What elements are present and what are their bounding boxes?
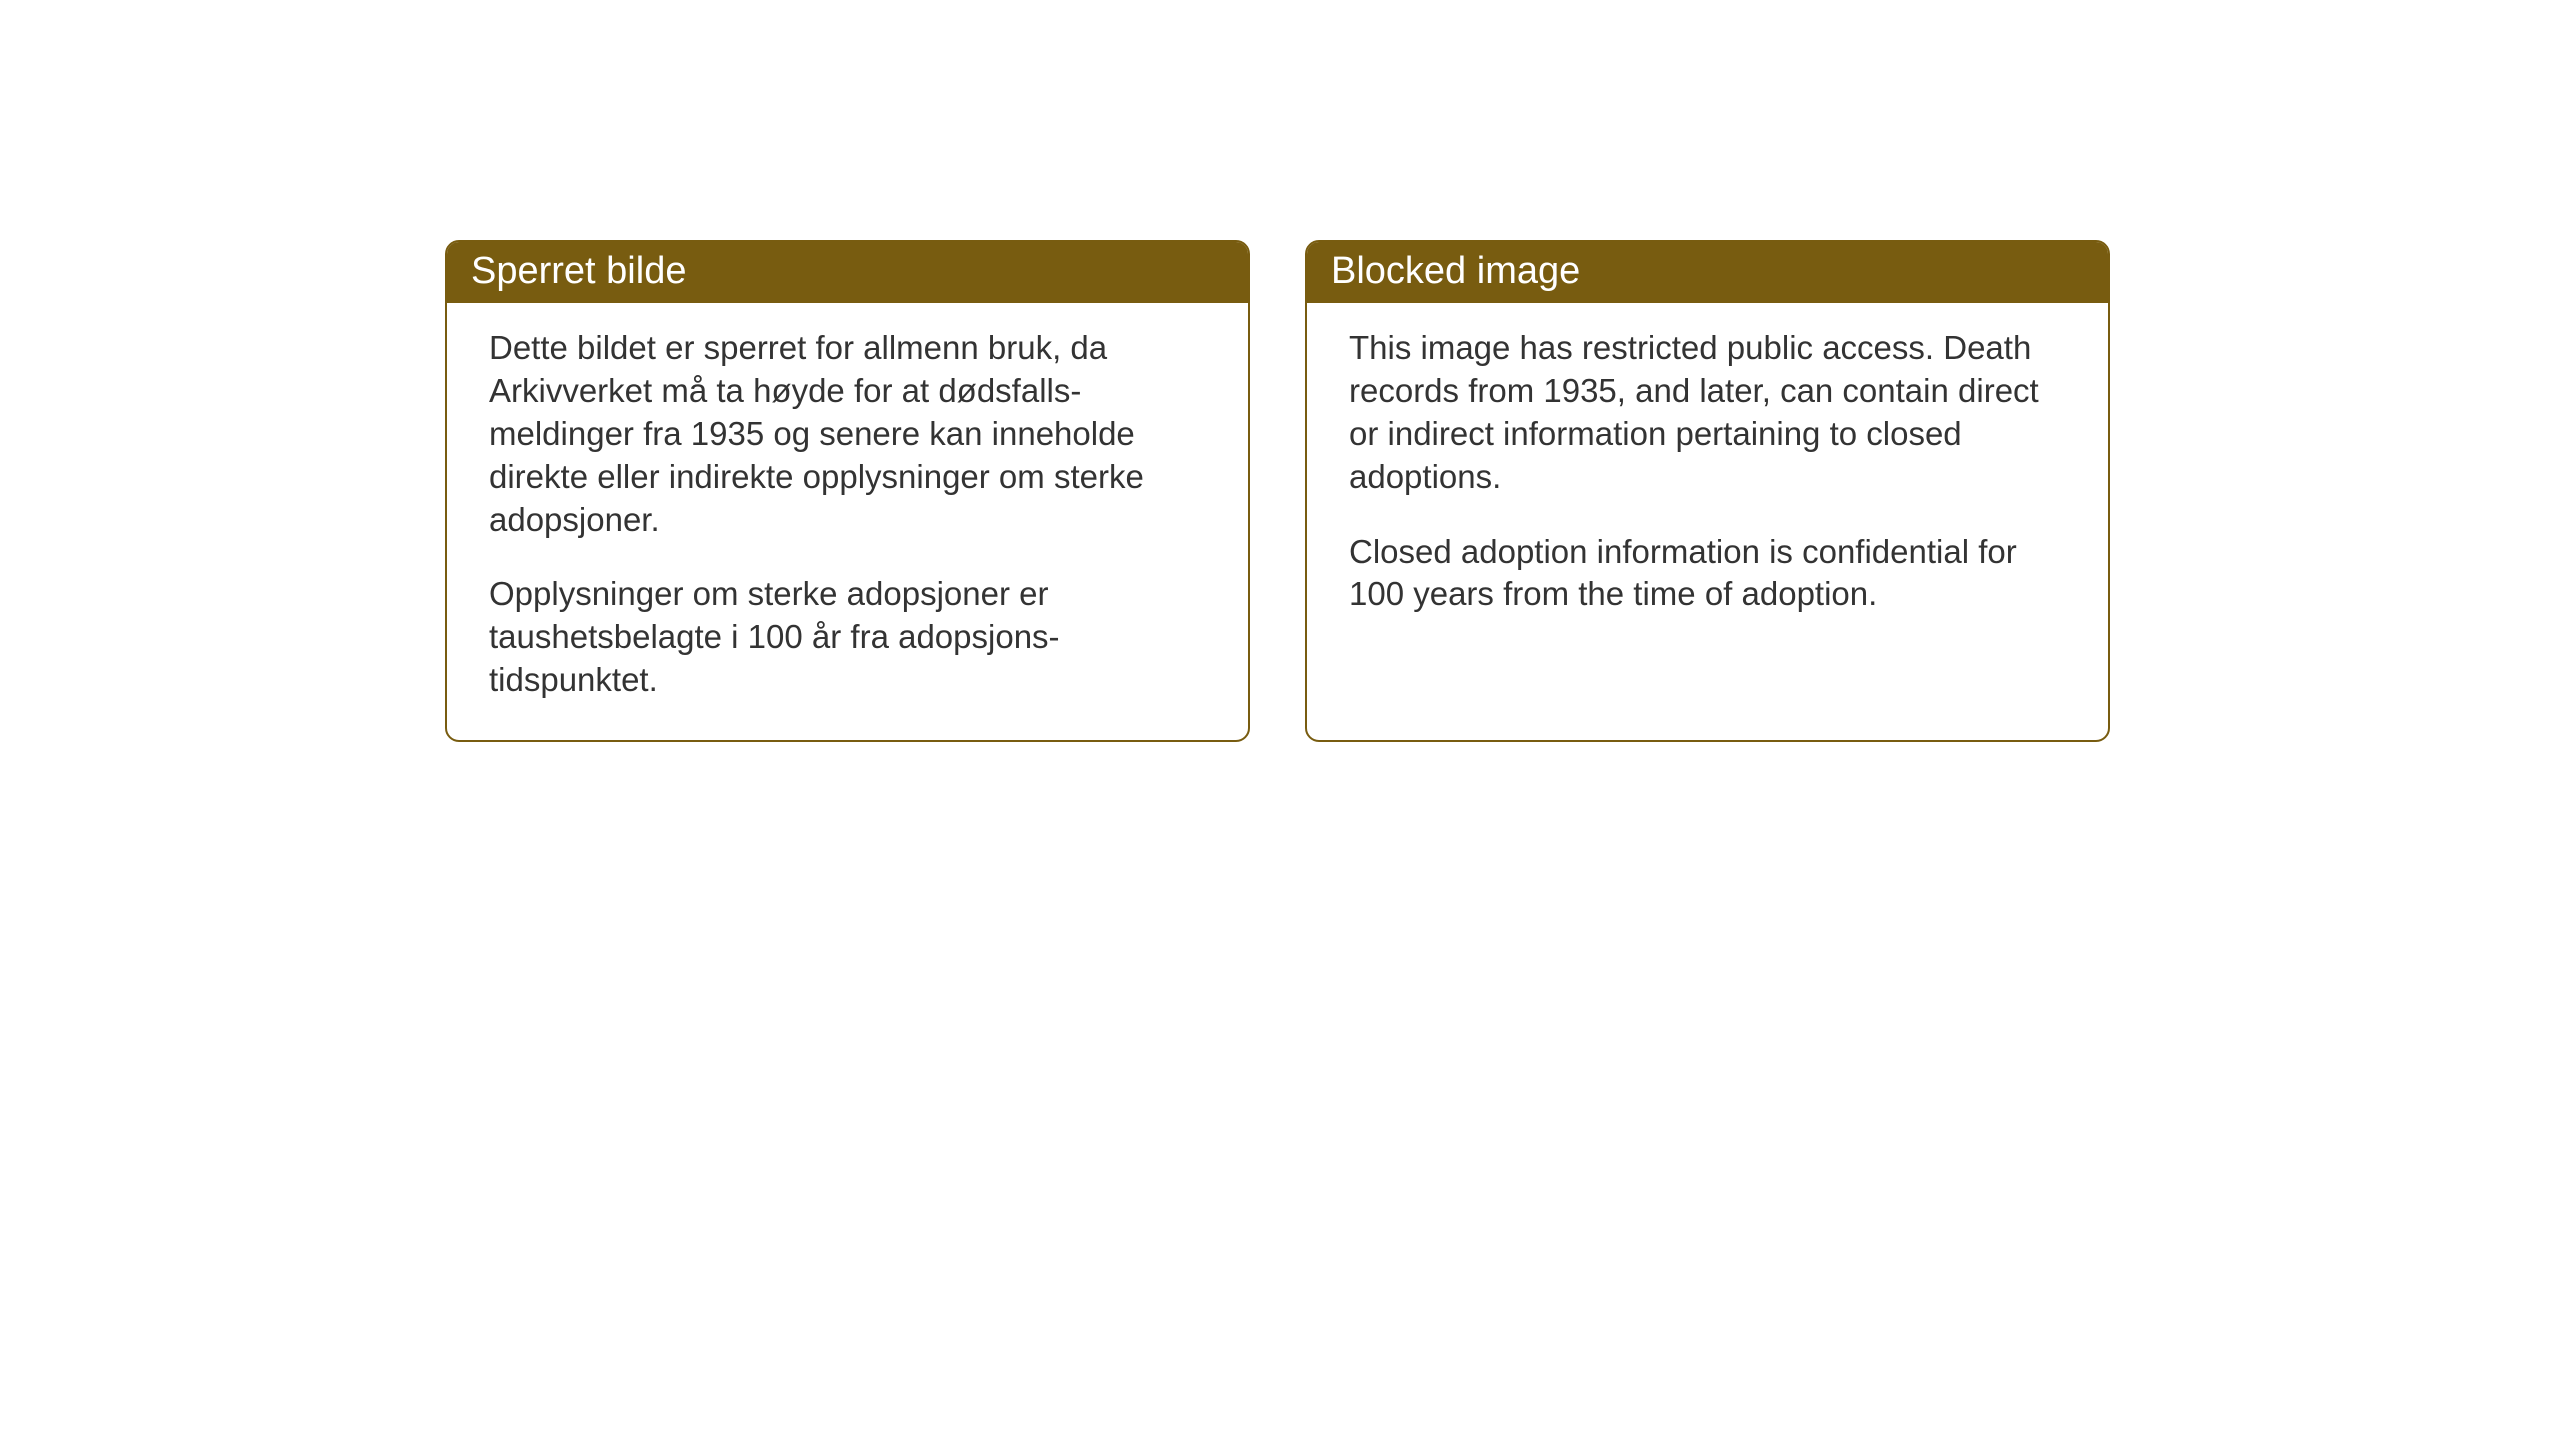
notice-container: Sperret bilde Dette bildet er sperret fo…	[445, 240, 2110, 742]
notice-header-english: Blocked image	[1307, 242, 2108, 303]
notice-paragraph: Dette bildet er sperret for allmenn bruk…	[489, 327, 1206, 541]
notice-paragraph: Opplysninger om sterke adopsjoner er tau…	[489, 573, 1206, 702]
notice-body-english: This image has restricted public access.…	[1307, 303, 2108, 654]
notice-box-norwegian: Sperret bilde Dette bildet er sperret fo…	[445, 240, 1250, 742]
notice-box-english: Blocked image This image has restricted …	[1305, 240, 2110, 742]
notice-header-norwegian: Sperret bilde	[447, 242, 1248, 303]
notice-body-norwegian: Dette bildet er sperret for allmenn bruk…	[447, 303, 1248, 740]
notice-paragraph: Closed adoption information is confident…	[1349, 531, 2066, 617]
notice-paragraph: This image has restricted public access.…	[1349, 327, 2066, 499]
